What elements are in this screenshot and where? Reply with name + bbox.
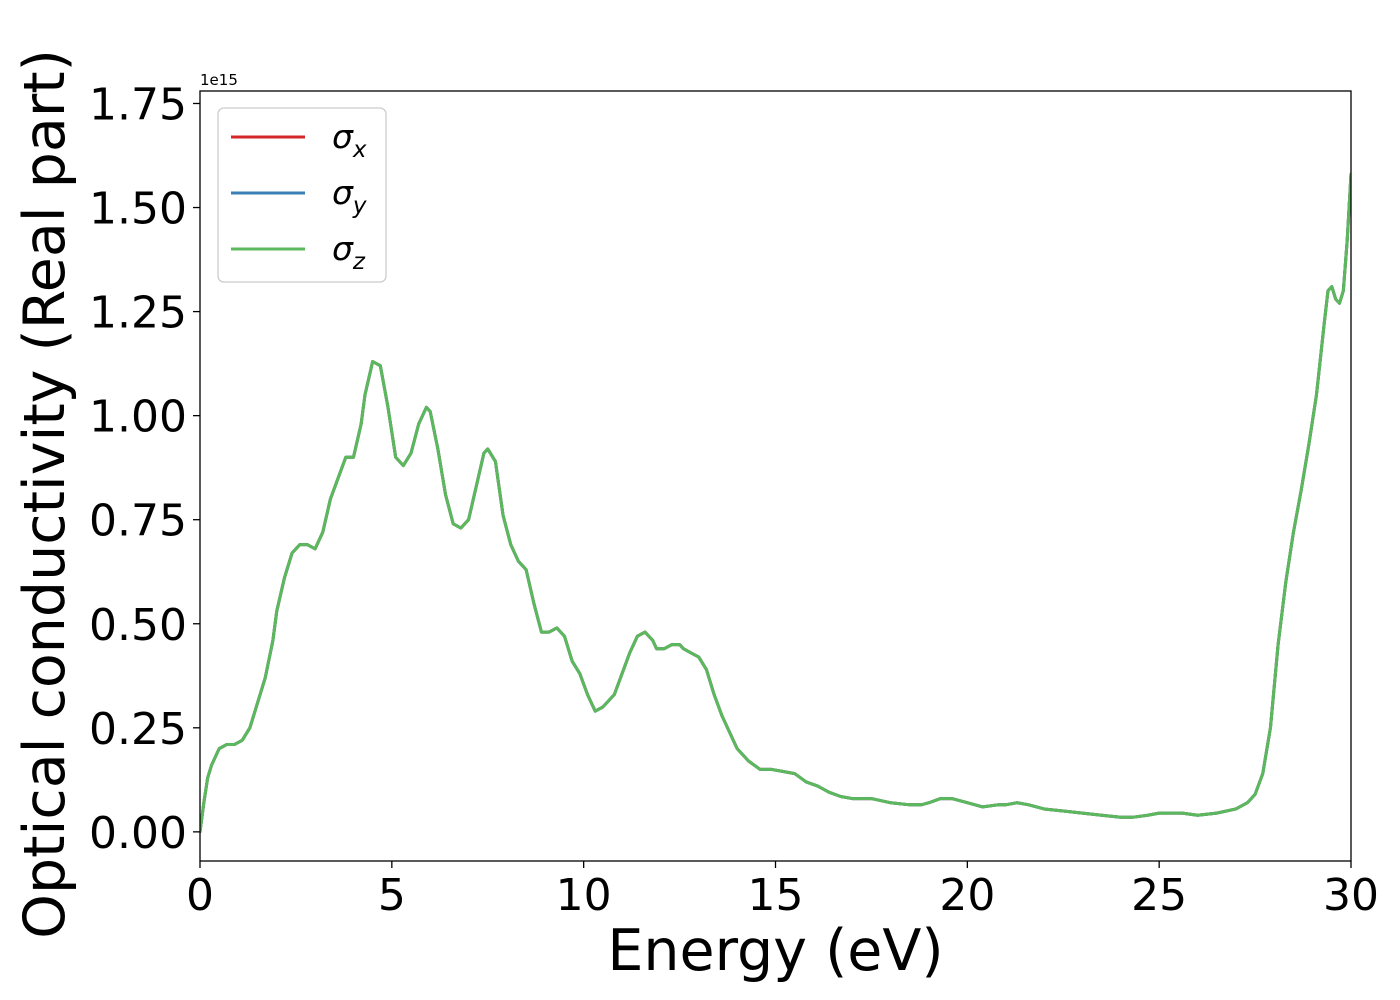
x-tick-label: 0 xyxy=(186,870,214,921)
y-tick-label: 1.00 xyxy=(89,392,187,443)
legend-label-y: σy xyxy=(332,173,367,219)
y-offset-label: 1e15 xyxy=(200,71,238,89)
y-tick-label: 1.50 xyxy=(89,184,187,235)
legend: σx σy σz xyxy=(217,107,387,283)
y-tick-label: 0.00 xyxy=(89,808,187,859)
x-tick-label: 10 xyxy=(556,870,612,921)
x-tick-label: 20 xyxy=(939,870,995,921)
y-tick-label: 1.25 xyxy=(89,288,187,339)
x-tick-label: 15 xyxy=(748,870,804,921)
y-axis-ticks: 0.00 0.25 0.50 0.75 1.00 1.25 1.50 1.75 xyxy=(89,79,200,859)
legend-label-z: σz xyxy=(332,229,366,275)
legend-box xyxy=(217,107,387,283)
y-tick-label: 0.50 xyxy=(89,600,187,651)
x-tick-label: 5 xyxy=(378,870,406,921)
y-tick-label: 0.75 xyxy=(89,496,187,547)
series-line-z xyxy=(200,172,1351,834)
legend-label-x: σx xyxy=(332,117,367,163)
y-tick-label: 1.75 xyxy=(89,79,187,130)
series-layer xyxy=(200,172,1351,834)
y-tick-label: 0.25 xyxy=(89,704,187,755)
x-axis-title: Energy (eV) xyxy=(607,918,943,984)
x-tick-label: 30 xyxy=(1323,870,1379,921)
y-axis-title: Optical conductivity (Real part) xyxy=(12,49,78,939)
x-tick-label: 25 xyxy=(1131,870,1187,921)
x-axis-ticks: 0 5 10 15 20 25 30 xyxy=(186,861,1379,921)
